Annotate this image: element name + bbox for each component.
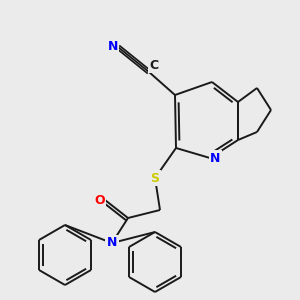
Text: N: N — [210, 152, 220, 164]
Text: S: S — [151, 172, 160, 184]
Text: C: C — [149, 59, 158, 72]
Text: N: N — [107, 236, 117, 250]
Text: N: N — [108, 40, 118, 53]
Text: O: O — [94, 194, 105, 206]
